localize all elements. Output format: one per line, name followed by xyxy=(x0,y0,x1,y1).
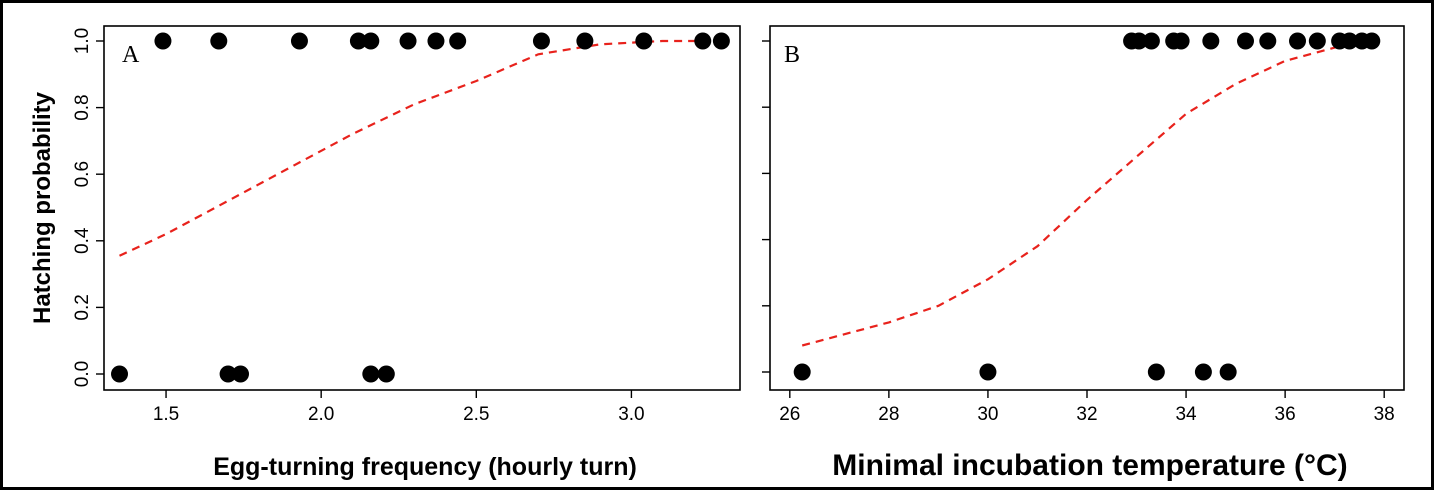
panel-a-label: A xyxy=(122,42,140,68)
data-point xyxy=(1237,32,1254,50)
data-point xyxy=(1202,32,1220,50)
panel-b-points xyxy=(793,32,1381,381)
x-tick-label: 2.5 xyxy=(463,404,489,425)
panel-b-x-axis: 26 28 30 32 34 36 38 xyxy=(779,390,1395,425)
x-tick-label: 1.5 xyxy=(153,404,179,425)
data-point xyxy=(377,365,395,383)
data-point xyxy=(210,32,228,50)
y-tick-label: 0.4 xyxy=(72,227,93,254)
y-tick-label: 0.2 xyxy=(72,294,93,320)
panel-a-y-axis-label: Hatching probability xyxy=(29,91,56,324)
x-tick-label: 3.0 xyxy=(618,404,644,425)
panel-a-points xyxy=(111,32,730,383)
data-point xyxy=(111,365,129,383)
data-point xyxy=(1341,32,1359,50)
data-point xyxy=(1308,32,1326,50)
x-tick-label: 34 xyxy=(1175,404,1197,425)
data-point xyxy=(427,32,445,50)
data-point xyxy=(1363,32,1381,50)
data-point xyxy=(154,32,172,50)
panel-b-x-axis-label: Minimal incubation temperature (°C) xyxy=(832,449,1347,482)
data-point xyxy=(1194,363,1212,381)
x-tick-label: 38 xyxy=(1374,404,1395,425)
x-tick-label: 36 xyxy=(1275,404,1296,425)
data-point xyxy=(1147,363,1165,381)
data-point xyxy=(635,32,653,50)
data-point xyxy=(576,32,594,50)
data-point xyxy=(290,32,308,50)
panel-a-y-axis: 0.0 0.2 0.4 0.6 0.8 1.0 xyxy=(72,28,104,387)
data-point xyxy=(399,32,417,50)
panel-b-label: B xyxy=(784,42,800,68)
data-point xyxy=(349,32,367,50)
data-point xyxy=(793,363,811,381)
panel-a-x-axis-label: Egg-turning frequency (hourly turn) xyxy=(213,453,637,481)
data-point xyxy=(232,365,250,383)
panel-b-plot-area xyxy=(769,25,1405,391)
y-tick-label: 1.0 xyxy=(72,28,93,54)
data-point xyxy=(362,365,380,383)
x-tick-label: 32 xyxy=(1076,404,1097,425)
panel-b-fit-curve xyxy=(801,41,1360,347)
data-point xyxy=(1142,32,1160,50)
x-tick-label: 26 xyxy=(779,404,800,425)
data-point xyxy=(1259,32,1277,50)
panel-a-fit-curve xyxy=(119,39,722,257)
data-point xyxy=(449,32,467,50)
y-tick-label: 0.0 xyxy=(72,361,93,387)
x-tick-label: 2.0 xyxy=(308,404,334,425)
data-point xyxy=(1172,32,1190,50)
data-point xyxy=(1130,32,1148,50)
panel-a: A 0.0 0.2 0.4 0.6 0.8 1.0 1.5 2.0 2.5 3.0 Hatchi… xyxy=(29,25,741,481)
data-point xyxy=(694,32,712,50)
panel-a-x-axis: 1.5 2.0 2.5 3.0 xyxy=(153,390,645,425)
data-point xyxy=(219,365,237,383)
x-tick-label: 30 xyxy=(977,404,998,425)
panel-b-y-axis xyxy=(762,40,770,373)
y-tick-label: 0.6 xyxy=(72,161,93,187)
y-tick-label: 0.8 xyxy=(72,94,93,120)
data-point xyxy=(1289,32,1307,50)
panel-b: B 26 28 30 32 34 36 38 Minimal incubation temp… xyxy=(762,25,1405,482)
data-point xyxy=(979,363,997,381)
x-tick-label: 28 xyxy=(878,404,899,425)
data-point xyxy=(712,32,730,50)
data-point xyxy=(362,32,380,50)
panel-a-plot-area xyxy=(103,25,741,391)
data-point xyxy=(1219,363,1237,381)
data-point xyxy=(532,32,550,50)
